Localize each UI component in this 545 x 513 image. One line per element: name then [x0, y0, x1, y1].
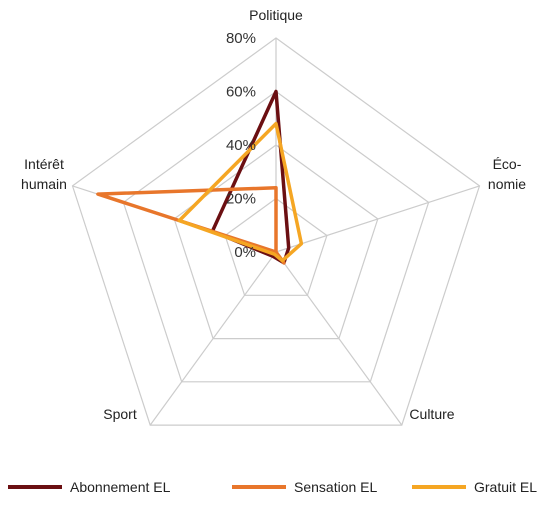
tick-labels: 0% 20% 40% 60% 80%: [226, 30, 256, 261]
tick-label: 60%: [226, 84, 256, 101]
axis-label: Éco-: [493, 156, 522, 172]
tick-label: 40%: [226, 137, 256, 154]
axis-label: Sport: [103, 406, 137, 422]
grid-ring: [122, 90, 430, 383]
series-line: [177, 121, 304, 263]
axis-label: Politique: [249, 7, 303, 23]
axis-label: humain: [21, 176, 67, 192]
grid-ring: [224, 197, 328, 296]
grid-spoke: [275, 185, 480, 253]
axis-label: Intérêt: [24, 156, 64, 172]
tick-label: 20%: [226, 191, 256, 208]
radar-grid: [71, 37, 481, 426]
series-lines: [96, 89, 304, 265]
grid-spoke: [275, 251, 403, 426]
legend-label: Sensation EL: [294, 479, 377, 495]
axis-labels: Politique Éco-nomie Culture Sport Intérêt hum…: [21, 7, 526, 422]
legend: Abonnement EL Sensation EL Gratuit EL: [8, 479, 537, 495]
legend-label: Gratuit EL: [474, 479, 537, 495]
axis-label: Culture: [409, 406, 454, 422]
tick-label: 0%: [234, 244, 256, 261]
grid-ring: [71, 37, 481, 426]
tick-label: 80%: [226, 30, 256, 47]
legend-label: Abonnement EL: [70, 479, 171, 495]
axis-label: nomie: [488, 176, 526, 192]
grid-spoke: [149, 251, 277, 426]
